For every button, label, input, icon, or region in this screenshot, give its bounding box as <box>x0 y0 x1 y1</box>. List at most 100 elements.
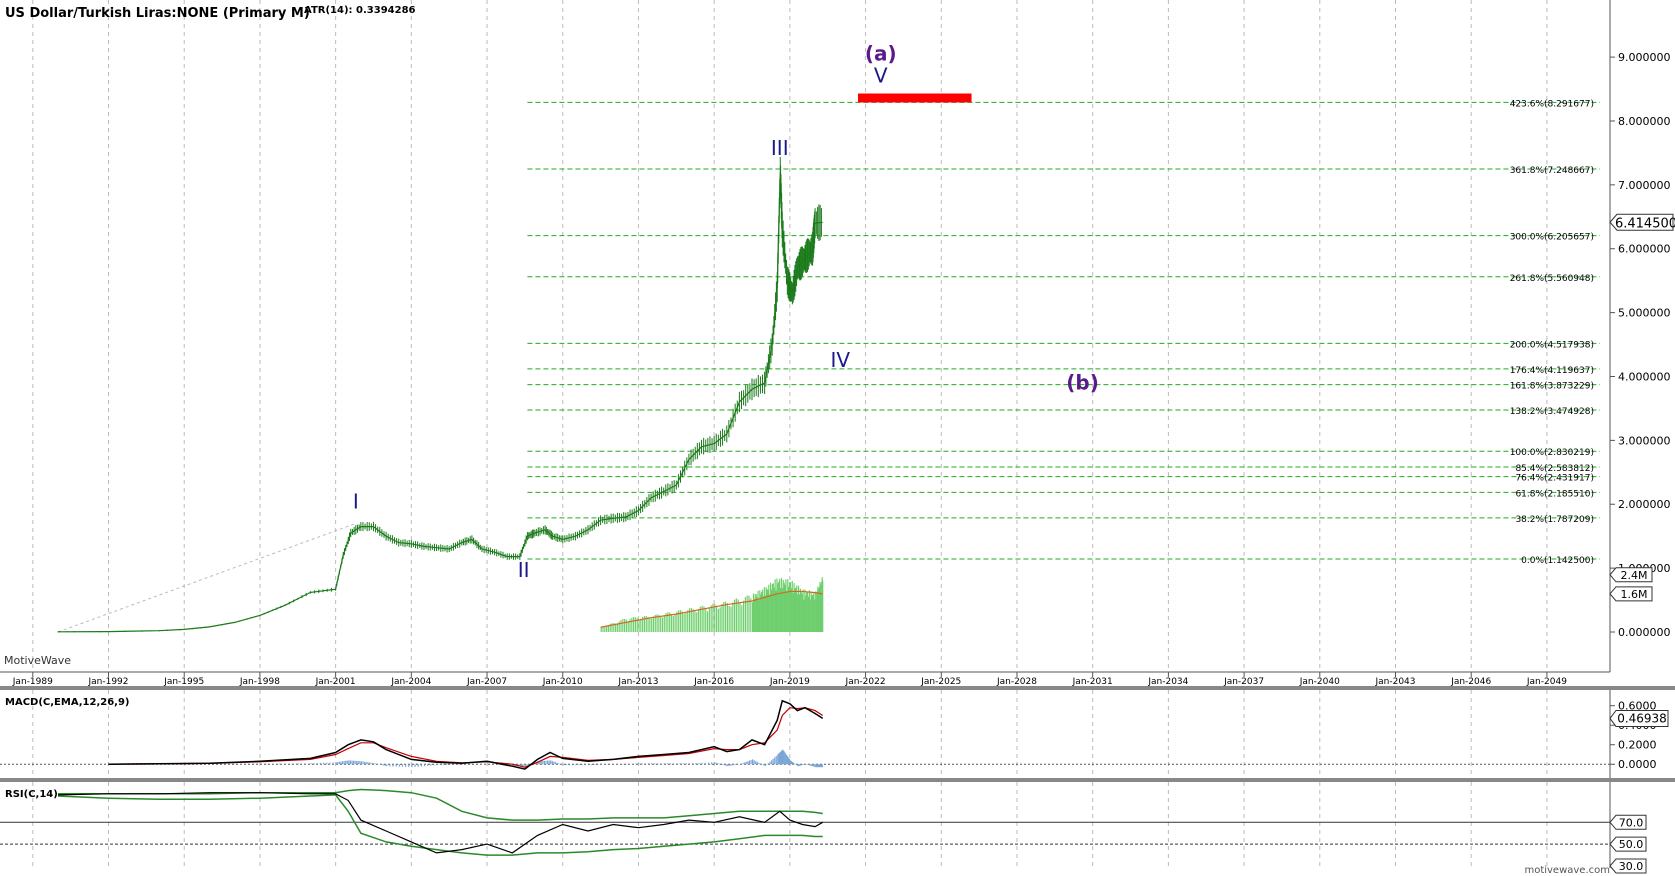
x-tick-label: Jan-2004 <box>390 677 431 687</box>
macd-last-value-badge: 0.46938 <box>1609 709 1669 727</box>
macd-histogram-bar <box>710 762 713 765</box>
fib-level-label: 361.8%(7.248667) <box>1510 166 1594 176</box>
macd-histogram-bar <box>733 764 735 766</box>
macd-histogram-bar <box>816 764 819 768</box>
volume-bar <box>615 623 617 632</box>
macd-histogram-bar <box>632 763 634 765</box>
macd-histogram-bar <box>521 764 523 767</box>
macd-histogram-bar <box>657 763 659 765</box>
volume-bar <box>800 590 802 632</box>
macd-y-tick-label: 0.6000 <box>1618 700 1657 713</box>
volume-bar <box>822 580 824 632</box>
x-tick-label: Jan-1992 <box>87 677 128 687</box>
macd-histogram-bar <box>359 761 361 765</box>
macd-histogram-bar <box>310 763 312 765</box>
macd-histogram-bar <box>715 762 717 765</box>
macd-histogram-bar <box>748 760 751 765</box>
macd-histogram-bar <box>793 763 795 765</box>
macd-histogram-bar <box>817 764 820 768</box>
fib-level-label: 76.4%(2.431917) <box>1515 474 1594 484</box>
volume-bar <box>618 621 620 632</box>
volume-bar <box>638 619 640 632</box>
macd-histogram-bar <box>628 763 631 765</box>
fib-level-label: 0.0%(1.142500) <box>1521 556 1594 566</box>
x-tick-label: Jan-2019 <box>769 677 810 687</box>
macd-histogram-bar <box>395 764 397 767</box>
wave-label: (a) <box>865 41 897 65</box>
volume-axis-marker <box>1609 567 1653 583</box>
x-tick-label: Jan-2016 <box>693 677 734 687</box>
volume-bar <box>792 592 794 632</box>
macd-histogram-bar <box>542 760 544 765</box>
volume-bar <box>773 587 775 632</box>
macd-histogram-bar <box>756 761 758 765</box>
price-bar-ticks <box>57 156 822 633</box>
volume-bar <box>658 614 660 632</box>
rsi-y-tick-label: 70.0 <box>1619 816 1644 829</box>
macd-histogram-bar <box>688 763 691 765</box>
macd-histogram-bar <box>375 763 377 765</box>
volume-bar <box>634 617 637 632</box>
volume-bar <box>807 596 810 632</box>
macd-histogram-bar <box>781 750 783 765</box>
macd-histogram-bar <box>297 763 299 765</box>
macd-histogram-bar <box>313 763 315 765</box>
macd-histogram-bar <box>779 752 781 765</box>
macd-histogram-bar <box>272 763 274 765</box>
volume-axis-label: 1.6M <box>1621 588 1648 601</box>
macd-histogram-bar <box>512 764 514 767</box>
y-tick-label: 6.000000 <box>1618 243 1671 256</box>
volume-bar <box>799 588 801 632</box>
macd-histogram-bar <box>815 764 817 768</box>
macd-histogram-bar <box>548 760 550 765</box>
macd-histogram-bar <box>666 763 669 765</box>
rsi-line <box>57 792 823 854</box>
x-tick-label: Jan-2043 <box>1374 677 1415 687</box>
volume-bar <box>690 607 692 632</box>
macd-histogram-bar <box>442 764 445 766</box>
volume-bar <box>795 587 797 632</box>
macd-histogram-bar <box>763 764 765 766</box>
volume-bar <box>640 618 642 632</box>
macd-histogram-bar <box>417 764 419 767</box>
watermark-logo: MotiveWave <box>4 654 71 667</box>
panel-separator-1 <box>0 686 1675 690</box>
macd-histogram-bar <box>518 764 520 767</box>
volume-bar <box>746 595 748 632</box>
volume-bar <box>742 600 745 632</box>
macd-histogram-bar <box>401 764 404 767</box>
macd-histogram-bar <box>778 753 780 765</box>
macd-histogram-bar <box>304 763 306 765</box>
atr-indicator: ATR(14): 0.3394286 <box>304 5 416 16</box>
x-tick-label: Jan-1998 <box>239 677 280 687</box>
volume-bar <box>777 583 779 632</box>
macd-histogram-bar <box>540 761 542 765</box>
macd-histogram-bar <box>584 764 587 766</box>
macd-histogram-bar <box>351 760 353 765</box>
macd-histogram-bar <box>329 762 331 765</box>
macd-histogram-bar <box>651 763 653 765</box>
volume-bar <box>694 611 696 632</box>
chart-title: US Dollar/Turkish Liras:NONE (Primary M) <box>5 6 310 21</box>
macd-histogram-bar <box>810 764 812 766</box>
volume-bar <box>732 602 734 632</box>
volume-bar <box>769 594 771 632</box>
y-tick-label: 5.000000 <box>1618 307 1671 320</box>
x-tick-label: Jan-2034 <box>1147 677 1188 687</box>
macd-histogram-bar <box>581 764 583 766</box>
macd-histogram-bar <box>799 764 801 766</box>
volume-bar <box>752 593 755 632</box>
wave-label: I <box>353 490 359 514</box>
macd-histogram-bar <box>323 762 325 765</box>
volume-bar <box>796 585 798 632</box>
macd-histogram-bar <box>782 749 784 765</box>
macd-histogram-bar <box>774 757 776 765</box>
macd-histogram-bar <box>772 758 774 765</box>
x-tick-label: Jan-2007 <box>466 677 507 687</box>
macd-histogram-bar <box>816 764 818 768</box>
volume-bar <box>697 609 700 632</box>
volume-bar <box>679 610 682 632</box>
volume-bar <box>748 595 750 632</box>
volume-bar <box>669 612 671 632</box>
volume-bar <box>771 583 774 632</box>
